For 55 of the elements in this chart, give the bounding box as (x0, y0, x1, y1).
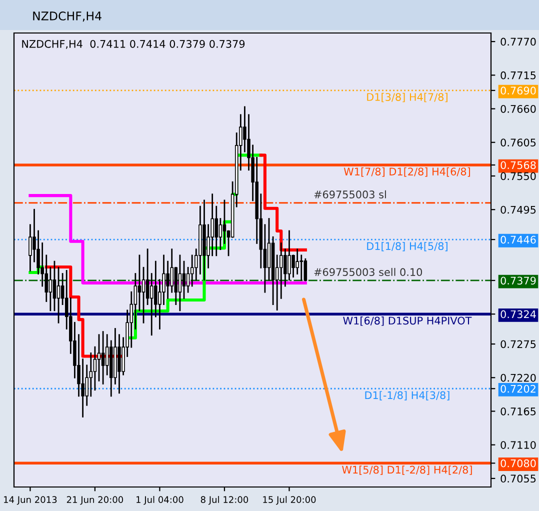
candlestick (101, 331, 105, 384)
text: NZDCHF,H4 0.7411 0.7414 0.7379 0.7379 (22, 40, 245, 49)
y-tick-label: 0.7080 (500, 459, 536, 468)
candlestick (222, 200, 226, 244)
y-tick-label: 0.7165 (500, 407, 536, 416)
candlestick (56, 266, 60, 324)
y-tick-label: 0.7324 (500, 310, 536, 318)
ref-line-label: D1[1/8] H4[5/8] (367, 242, 448, 252)
candlestick (134, 273, 138, 330)
ref-line-label: W1[6/8] D1SUP H4PIVOT (343, 316, 472, 326)
y-tick-label: 0.7446 (500, 236, 536, 244)
ref-line-label: #69755003 sell 0.10 (314, 268, 422, 276)
y-tick-label: 0.7770 (500, 38, 536, 46)
y-tick-label: 0.7379 (500, 276, 536, 285)
ref-line-label: W1[5/8] D1[-2/8] H4[2/8] (342, 466, 472, 475)
candlestick (182, 260, 186, 299)
ref-line-label: D1[-1/8] H4[3/8] (365, 391, 450, 400)
candlestick (105, 334, 109, 376)
candlestick (218, 218, 222, 250)
candlestick (142, 266, 146, 324)
candlestick (214, 206, 218, 256)
ref-line-label: D1[3/8] H4[7/8] (367, 92, 448, 102)
x-tick-label: 21 Jun 20:00 (66, 496, 124, 505)
y-tick-label: 0.7202 (500, 384, 536, 393)
y-tick-label: 0.7690 (500, 86, 536, 95)
y-tick-label: 0.7055 (500, 474, 536, 483)
x-tick-label: 15 Jul 20:00 (263, 496, 316, 505)
candlestick (48, 266, 52, 312)
candlestick (138, 254, 142, 312)
y-tick-label: 0.7605 (500, 138, 536, 146)
y-tick-label: 0.7550 (500, 172, 536, 180)
candlestick (178, 254, 182, 312)
candlestick (190, 254, 194, 287)
y-tick-label: 0.7568 (500, 161, 536, 170)
y-tick-label: 0.7220 (500, 374, 536, 382)
y-tick-label: 0.7715 (500, 71, 536, 80)
candlestick (186, 266, 190, 293)
y-tick-label: 0.7660 (500, 104, 536, 113)
x-tick-label: 14 Jun 2013 (4, 496, 57, 505)
y-tick-label: 0.7495 (500, 206, 536, 214)
y-tick-label: 0.7110 (500, 441, 536, 449)
x-tick-label: 8 Jul 12:00 (200, 496, 248, 505)
candlestick (146, 248, 150, 305)
y-tick-label: 0.7275 (500, 340, 536, 348)
candlestick (166, 260, 170, 299)
candlestick (288, 230, 291, 281)
candlestick (304, 258, 308, 282)
candlestick (150, 273, 154, 336)
x-tick-label: 1 Jul 04:00 (136, 496, 184, 505)
candlestick (89, 352, 93, 397)
chart-title: NZDCHF,H4 (33, 11, 102, 22)
candlestick (52, 260, 56, 312)
ref-line-label: #69755003 sl (314, 190, 386, 198)
candlestick (93, 346, 97, 391)
ref-line-label: W1[7/8] D1[2/8] H4[6/8] (344, 167, 470, 177)
